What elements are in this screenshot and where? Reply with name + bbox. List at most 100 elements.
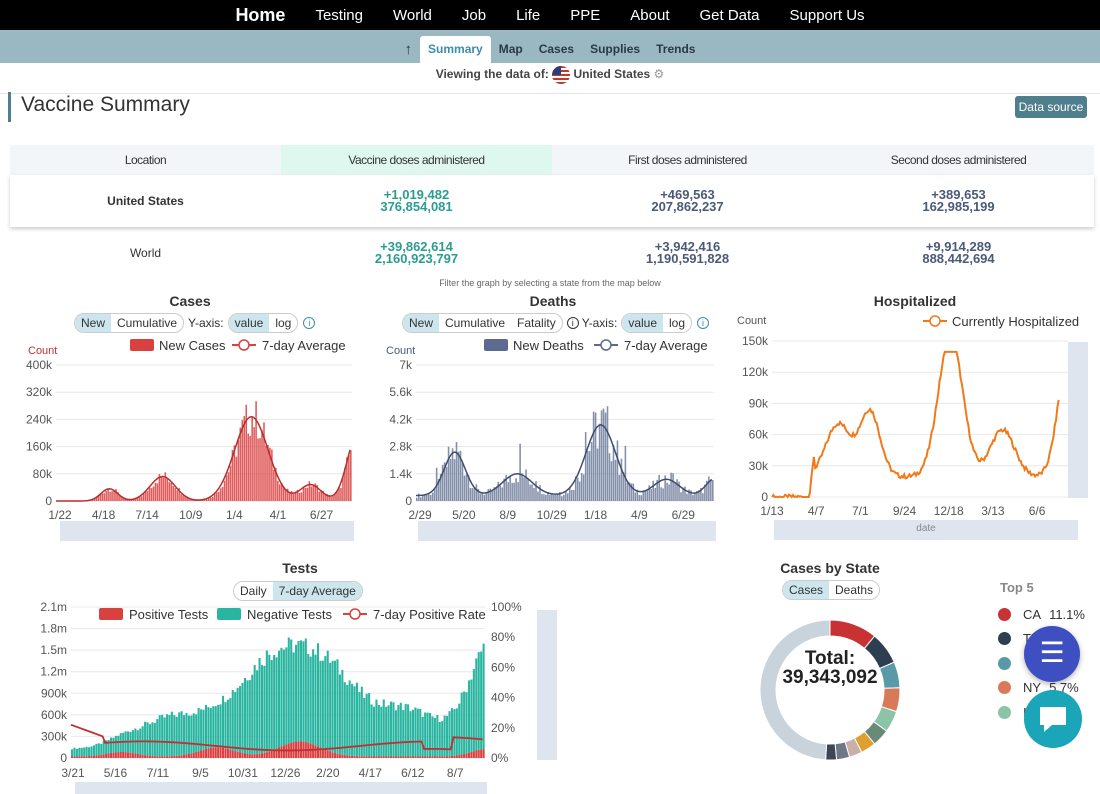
legend-currently-hospitalized[interactable]: Currently Hospitalized [952,314,1079,329]
cases-chart[interactable]: Count New Cases 7-day Average 0 80k 160k 24… [20,336,360,544]
cases-bar [140,496,143,501]
negative-bar [316,643,320,747]
negative-bar [214,706,217,748]
positive-bar [416,756,419,758]
deaths-bar [582,474,585,501]
hospitalized-chart[interactable]: Count Currently Hospitalized 0 30k 60k 90k 1… [730,310,1092,544]
menu-fab-button[interactable]: ☰ [1024,626,1080,682]
state-cases-option[interactable]: Cases [783,581,830,599]
tab-trends[interactable]: Trends [656,42,696,56]
tests-date-slider[interactable] [75,782,487,794]
positive-bar [217,747,220,758]
nav-testing[interactable]: Testing [315,6,363,24]
deaths-value-option[interactable]: value [622,314,663,332]
nav-job[interactable]: Job [461,6,487,24]
positive-bar [243,753,246,758]
donut-slice[interactable] [825,743,838,761]
cases-bar [211,496,214,501]
deaths-fatality-option[interactable]: Fatality [517,316,556,330]
x-tick-label: 3/21 [61,766,85,780]
tests-daily-option[interactable]: Daily [240,584,267,598]
legend-positive-rate[interactable]: 7-day Positive Rate [373,607,486,622]
chat-fab-button[interactable] [1024,690,1082,748]
deaths-cumulative-option[interactable]: Cumulative [445,316,506,330]
tests-zoom-slider[interactable] [537,610,557,760]
y2-tick-label: 60% [491,660,515,674]
tab-map[interactable]: Map [498,42,523,56]
legend-avg-marker [238,339,250,351]
cases-bar [247,433,249,501]
cases-bar [229,465,232,501]
list-item[interactable]: CA 11.1% [996,602,1085,627]
nav-get-data[interactable]: Get Data [699,6,760,24]
nav-life[interactable]: Life [516,6,541,24]
hosp-zoom-slider[interactable] [1068,342,1088,498]
negative-bar [88,747,91,757]
deaths-bar [640,495,643,501]
state-donut-chart[interactable]: Total: 39,343,092 [740,600,920,780]
cases-value-option[interactable]: value [228,314,270,332]
positive-bar [336,753,339,758]
negative-bar [256,670,259,755]
positive-bar [95,755,98,758]
deaths-bar [590,441,593,501]
tab-summary[interactable]: Summary [420,36,491,63]
info-icon[interactable]: i [303,317,316,329]
legend-7day-average[interactable]: 7-day Average [262,338,346,353]
cases-bar [269,447,271,501]
nav-home[interactable]: Home [235,4,286,25]
header-second-doses[interactable]: Second doses administered [823,145,1094,175]
nav-support-us[interactable]: Support Us [789,6,865,24]
negative-bar [260,665,264,754]
info-icon[interactable]: i [697,317,710,329]
viewing-country[interactable]: United States [573,67,651,82]
nav-ppe[interactable]: PPE [570,6,601,24]
hosp-series-line [771,350,1060,499]
state-deaths-option[interactable]: Deaths [835,583,874,597]
cases-bar [288,492,291,501]
viewing-label: Viewing the data of: [435,67,549,82]
cases-bar [342,476,344,501]
deaths-chart[interactable]: Count New Deaths 7-day Average 0 1.4k 2.8k… [380,336,720,544]
negative-bar [402,709,405,757]
info-icon[interactable]: i [566,317,579,329]
tests-7day-option[interactable]: 7-day Average [272,582,362,600]
negative-bar [346,684,349,756]
deaths-bar [507,482,509,501]
positive-bar [112,752,115,758]
x-tick-label: 9/24 [893,504,917,518]
donut-slice-other[interactable] [759,619,831,761]
legend-negative-tests[interactable]: Negative Tests [247,607,333,622]
tab-cases[interactable]: Cases [538,42,575,56]
legend-positive-tests[interactable]: Positive Tests [129,607,209,622]
positive-bar [426,756,429,758]
legend-7day-average[interactable]: 7-day Average [624,338,708,353]
up-arrow-icon[interactable]: ↑ [404,41,413,58]
deaths-new-option[interactable]: New [403,314,440,332]
tests-chart[interactable]: Positive Tests Negative Tests 7-day Posi… [25,600,565,794]
deaths-log-option[interactable]: log [669,316,686,330]
negative-bar [146,722,149,756]
deaths-zoom-slider[interactable] [418,521,716,541]
positive-bar [97,755,100,758]
tab-supplies[interactable]: Supplies [590,42,641,56]
list-item[interactable] [996,651,1085,676]
nav-world[interactable]: World [392,6,432,24]
header-first-doses[interactable]: First doses administered [552,145,823,175]
cases-yaxis-label: Y-axis: [188,316,224,330]
nav-about[interactable]: About [630,6,670,24]
data-source-button[interactable]: Data source [1015,96,1087,118]
cases-new-option[interactable]: New [75,314,112,332]
positive-bar [71,756,74,758]
hosp-date-slider[interactable] [774,520,1078,540]
header-doses[interactable]: Vaccine doses administered [281,145,552,175]
legend-new-deaths[interactable]: New Deaths [513,338,584,353]
cases-cumulative-option[interactable]: Cumulative [117,316,178,330]
cases-zoom-slider[interactable] [60,521,354,541]
gear-icon[interactable]: ⚙ [653,67,665,82]
positive-bar [372,756,376,758]
legend-new-cases[interactable]: New Cases [159,338,226,353]
positive-bar [131,753,134,758]
x-tick-label: 12/26 [270,766,300,780]
cases-log-option[interactable]: log [275,316,292,330]
